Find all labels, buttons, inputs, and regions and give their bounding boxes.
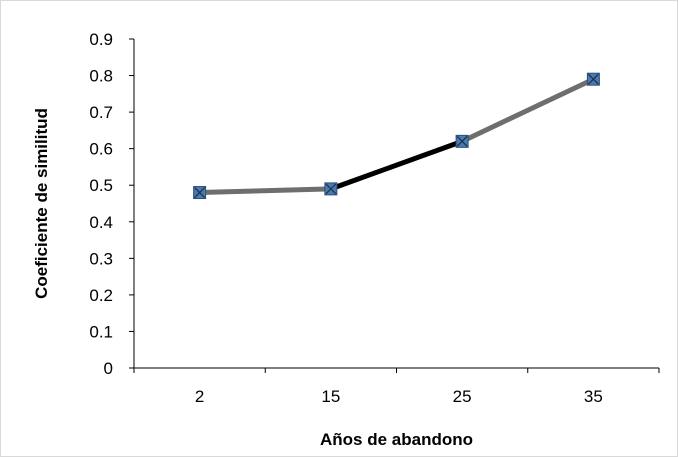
y-axis-title: Coeficiente de similitud — [32, 108, 51, 299]
data-point-cross — [587, 73, 599, 85]
series-group — [193, 72, 600, 200]
tick-labels: 0 0.1 0.2 0.3 0.4 0.5 0.6 0.7 0.8 0.9 2 15 25 35 — [89, 30, 602, 406]
y-tick-label: 0 — [104, 359, 113, 378]
y-tick-label: 0.4 — [89, 213, 113, 232]
series-line-segment — [197, 186, 334, 196]
y-tick-label: 0.7 — [89, 103, 113, 122]
x-axis-title: Años de abandono — [320, 430, 473, 449]
x-tick-label: 15 — [321, 387, 340, 406]
y-tick-label: 0.2 — [89, 286, 113, 305]
x-tick-label: 35 — [584, 387, 603, 406]
x-tick-label: 2 — [195, 387, 204, 406]
y-tick-label: 0.9 — [89, 30, 113, 49]
x-tick-label: 25 — [453, 387, 472, 406]
data-point-cross — [194, 187, 206, 198]
y-tick-label: 0.3 — [89, 249, 113, 268]
y-tick-label: 0.5 — [89, 176, 113, 195]
axes — [129, 38, 660, 373]
y-tick-label: 0.1 — [89, 322, 113, 341]
series-line-segment — [459, 76, 596, 144]
data-point-cross — [456, 135, 468, 147]
data-point-cross — [325, 183, 337, 195]
series-line-segment — [328, 138, 465, 192]
y-tick-label: 0.8 — [89, 67, 113, 86]
y-tick-label: 0.6 — [89, 140, 113, 159]
